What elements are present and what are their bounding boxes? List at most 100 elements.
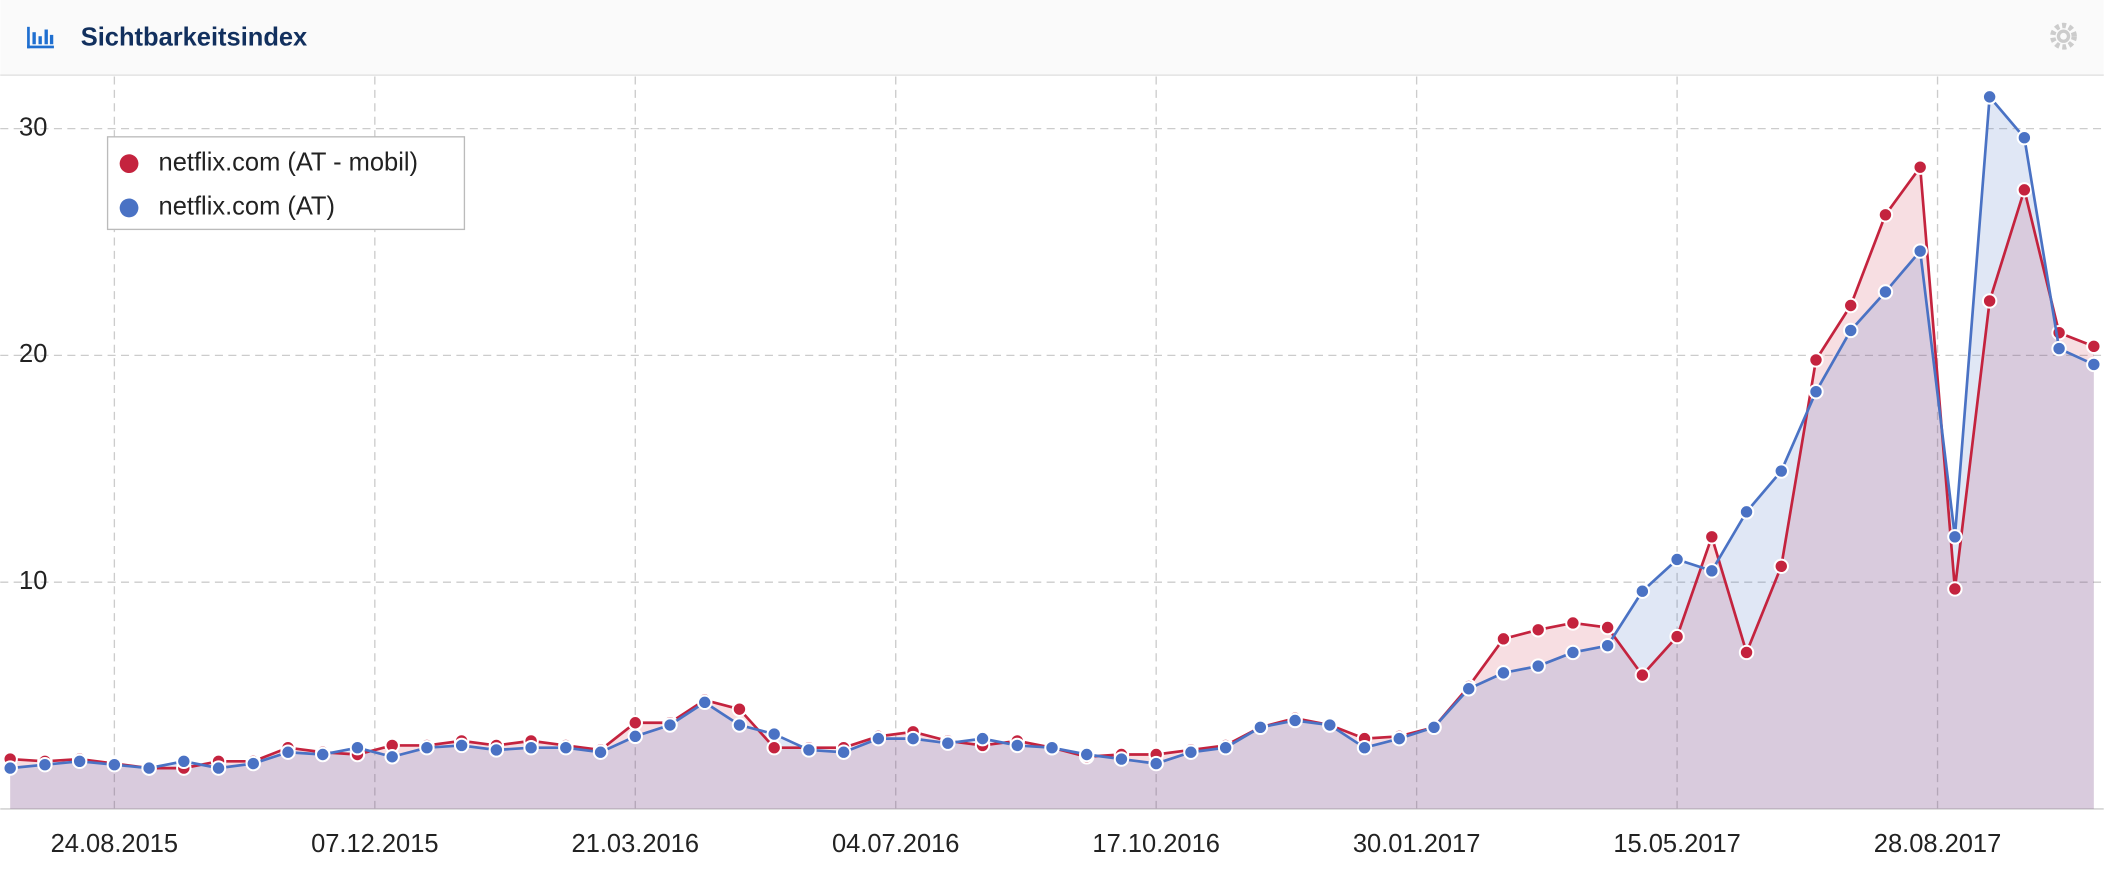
- point: [1773, 463, 1789, 479]
- point: [2016, 182, 2033, 198]
- point: [176, 753, 192, 770]
- x-tick-label: 28.08.2017: [1874, 830, 2001, 858]
- point: [1877, 207, 1894, 223]
- point: [37, 756, 53, 773]
- point: [1565, 615, 1581, 631]
- point: [1113, 751, 1130, 767]
- point: [731, 701, 748, 717]
- point: [1252, 719, 1269, 736]
- point: [627, 715, 643, 731]
- point: [210, 760, 227, 776]
- point: [662, 717, 678, 733]
- y-tick-label: 30: [19, 113, 47, 141]
- point: [1009, 737, 1025, 754]
- point: [1947, 581, 1963, 597]
- point: [1530, 622, 1546, 638]
- point: [1599, 619, 1616, 636]
- x-tick-label: 21.03.2016: [572, 830, 699, 858]
- header-bg: [0, 0, 2104, 76]
- point: [1912, 159, 1928, 175]
- point: [1704, 529, 1720, 545]
- point: [349, 739, 366, 756]
- point: [2016, 129, 2033, 146]
- point: [1773, 558, 1789, 574]
- point: [1634, 583, 1651, 599]
- point: [1148, 755, 1164, 772]
- point: [141, 760, 157, 776]
- point: [1808, 352, 1824, 368]
- point: [1704, 563, 1720, 579]
- point: [1530, 658, 1546, 674]
- chart-title: Sichtbarkeitsindex: [81, 24, 307, 52]
- point: [1356, 739, 1373, 756]
- area: [10, 96, 2094, 809]
- point: [1981, 89, 1998, 105]
- point: [1843, 297, 1859, 314]
- y-tick-label: 20: [19, 340, 47, 368]
- point: [245, 755, 261, 772]
- point: [905, 730, 921, 747]
- point: [1322, 717, 1338, 733]
- point: [1843, 322, 1859, 339]
- point: [1565, 644, 1581, 661]
- legend-box: [106, 136, 466, 231]
- point: [1669, 628, 1685, 645]
- point: [280, 744, 296, 760]
- point: [419, 739, 435, 756]
- point: [1426, 719, 1442, 736]
- y-tick-label: 10: [19, 567, 47, 595]
- point: [766, 739, 782, 756]
- x-tick-label: 30.01.2017: [1353, 830, 1480, 858]
- point: [106, 756, 123, 773]
- point: [627, 728, 643, 745]
- point: [974, 730, 991, 747]
- point: [1044, 739, 1060, 756]
- point: [453, 737, 470, 754]
- point: [1495, 665, 1512, 681]
- x-tick-label: 07.12.2015: [311, 830, 438, 858]
- x-tick-label: 17.10.2016: [1092, 830, 1219, 858]
- point: [1808, 383, 1824, 400]
- point: [2086, 356, 2102, 373]
- point: [523, 739, 539, 756]
- legend-label: netflix.com (AT - mobil): [159, 148, 418, 176]
- legend-label: netflix.com (AT): [159, 193, 335, 221]
- legend-marker: [119, 154, 139, 174]
- point: [801, 742, 817, 758]
- point: [384, 749, 400, 765]
- point: [940, 735, 956, 751]
- point: [870, 730, 887, 747]
- point: [2051, 340, 2067, 357]
- point: [1183, 744, 1199, 760]
- point: [1669, 551, 1685, 568]
- point: [697, 694, 713, 711]
- x-tick-label: 15.05.2017: [1613, 830, 1740, 858]
- point: [315, 746, 331, 763]
- point: [592, 744, 609, 760]
- point: [1391, 730, 1407, 747]
- point: [1877, 284, 1894, 300]
- point: [1912, 243, 1928, 259]
- point: [1981, 293, 1998, 309]
- point: [1738, 504, 1755, 520]
- point: [1947, 529, 1963, 545]
- point: [1495, 631, 1512, 647]
- point: [1079, 746, 1095, 763]
- point: [1634, 667, 1651, 683]
- settings-icon[interactable]: [2050, 22, 2077, 50]
- point: [1738, 644, 1755, 661]
- point: [1599, 637, 1616, 654]
- point: [71, 753, 88, 770]
- point: [2086, 338, 2102, 355]
- point: [488, 742, 505, 758]
- legend-marker: [119, 198, 139, 218]
- point: [1461, 681, 1477, 697]
- point: [835, 744, 852, 760]
- chart-icon: [27, 26, 54, 49]
- point: [2, 760, 18, 776]
- point: [1217, 739, 1234, 756]
- x-tick-label: 04.07.2016: [832, 830, 959, 858]
- point: [1287, 712, 1303, 729]
- point: [766, 726, 782, 742]
